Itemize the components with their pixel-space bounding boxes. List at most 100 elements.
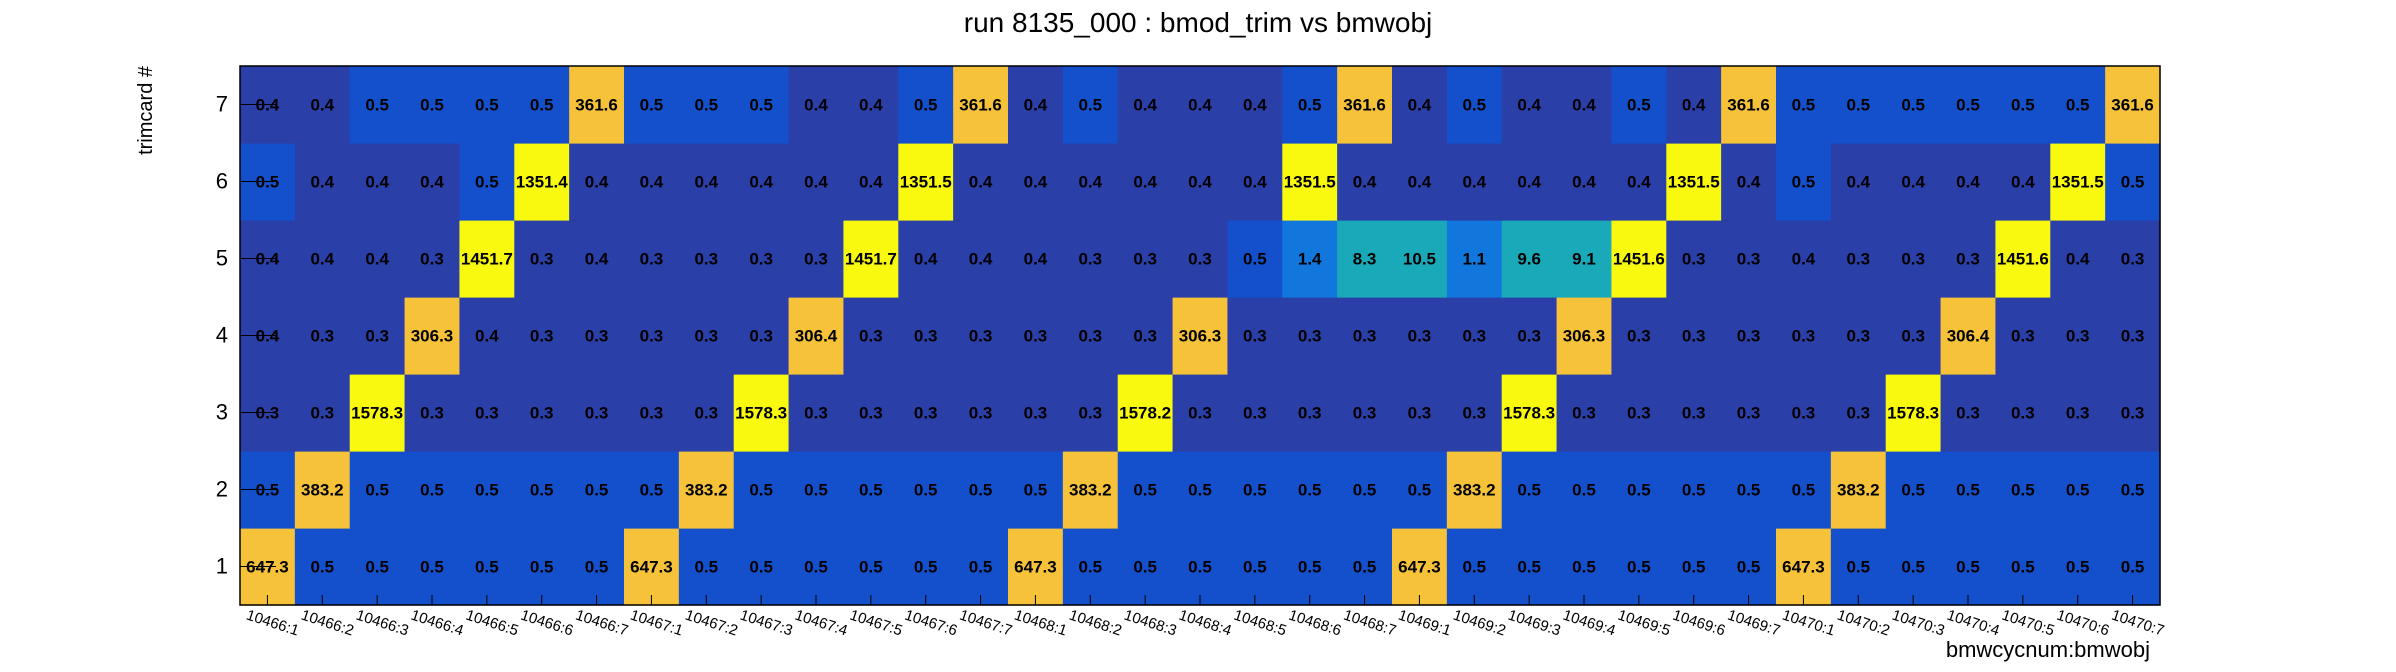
cell-value-label: 0.5 — [1024, 481, 1048, 500]
cell-value-label: 0.3 — [585, 327, 609, 346]
cell-value-label: 0.5 — [1682, 481, 1706, 500]
heatmap-cell — [1721, 220, 1777, 298]
cell-value-label: 0.5 — [749, 558, 773, 577]
cell-value-label: 0.4 — [365, 173, 389, 192]
heatmap-cell — [1721, 143, 1777, 221]
cell-value-label: 0.4 — [1956, 173, 1980, 192]
heatmap-cell — [1666, 143, 1722, 221]
heatmap-cell — [1501, 220, 1558, 298]
cell-value-label: 0.5 — [1188, 558, 1212, 577]
heatmap-cell — [1721, 374, 1777, 452]
heatmap-cell — [1885, 374, 1942, 452]
heatmap-cell — [1008, 66, 1064, 144]
heatmap-cell — [1062, 451, 1119, 529]
heatmap-cell — [788, 66, 845, 144]
cell-value-label: 0.5 — [530, 481, 554, 500]
cell-value-label: 0.5 — [2066, 96, 2090, 115]
heatmap-cell — [1556, 66, 1613, 144]
heatmap-cell — [1776, 143, 1832, 221]
heatmap-cell — [2105, 451, 2161, 529]
heatmap-cell — [459, 374, 515, 452]
heatmap-cell — [843, 66, 899, 144]
heatmap-cell — [733, 220, 790, 298]
heatmap-cell — [1885, 451, 1942, 529]
heatmap-cell — [624, 297, 680, 375]
cell-value-label: 0.4 — [310, 250, 334, 269]
heatmap-cell — [1282, 528, 1338, 606]
cell-value-label: 0.3 — [1682, 327, 1706, 346]
cell-value-label: 1451.6 — [1997, 250, 2049, 269]
heatmap-cell — [459, 297, 515, 375]
heatmap-cell — [2105, 374, 2161, 452]
cell-value-label: 0.5 — [914, 96, 938, 115]
heatmap-cell — [1337, 143, 1393, 221]
cell-value-label: 0.3 — [2011, 404, 2035, 423]
heatmap-cell — [1611, 220, 1667, 298]
heatmap-cell — [569, 374, 625, 452]
x-tick-label: 10470:5 — [2000, 607, 2057, 640]
heatmap-cell — [624, 528, 680, 606]
heatmap-cell — [1117, 66, 1174, 144]
cell-value-label: 0.3 — [2121, 327, 2145, 346]
heatmap-cell — [294, 528, 351, 606]
heatmap-cell — [514, 66, 570, 144]
heatmap-cell — [1830, 528, 1887, 606]
cell-value-label: 306.3 — [411, 327, 454, 346]
cell-value-label: 0.5 — [1572, 558, 1596, 577]
heatmap-cell — [349, 143, 406, 221]
heatmap-cell — [1172, 374, 1229, 452]
cell-value-label: 0.3 — [420, 404, 444, 423]
heatmap-cell — [898, 66, 954, 144]
cell-value-label: 0.5 — [1627, 96, 1651, 115]
heatmap-cell — [1227, 220, 1283, 298]
heatmap-cell — [1666, 451, 1722, 529]
cell-value-label: 1451.6 — [1613, 250, 1665, 269]
heatmap-cell — [1008, 374, 1064, 452]
cell-value-label: 0.4 — [1572, 96, 1596, 115]
heatmap-cell — [843, 297, 899, 375]
heatmap-cell-labels: 647.3 0.5 0.5 0.5 0.5 0.5 0.5 647.3 0.5 0.5 0.5 0.5… — [246, 96, 2154, 577]
heatmap-cell — [1172, 451, 1229, 529]
heatmap-cell — [1995, 220, 2051, 298]
cell-value-label: 0.5 — [1298, 558, 1322, 577]
cell-value-label: 1351.4 — [516, 173, 569, 192]
cell-value-label: 1578.3 — [1503, 404, 1555, 423]
heatmap-cell — [1556, 297, 1613, 375]
cell-value-label: 0.3 — [1627, 404, 1651, 423]
cell-value-label: 0.4 — [310, 96, 334, 115]
y-axis-label: trimcard # — [135, 65, 157, 155]
cell-value-label: 0.3 — [1408, 327, 1432, 346]
heatmap-cell — [294, 220, 351, 298]
heatmap-cell — [1337, 297, 1393, 375]
heatmap-cell — [1062, 528, 1119, 606]
cell-value-label: 0.5 — [1298, 481, 1322, 500]
heatmap-cell — [1227, 297, 1283, 375]
heatmap-cell — [678, 528, 735, 606]
cell-value-label: 0.5 — [749, 96, 773, 115]
heatmap-cell — [1337, 451, 1393, 529]
cell-value-label: 0.5 — [2011, 481, 2035, 500]
cell-value-label: 0.5 — [1956, 96, 1980, 115]
cell-value-label: 647.3 — [630, 558, 673, 577]
heatmap-cell — [1446, 297, 1503, 375]
heatmap-cell — [1556, 143, 1613, 221]
x-tick-label: 10469:1 — [1396, 607, 1453, 640]
heatmap-cell — [1446, 220, 1503, 298]
cell-value-label: 0.5 — [1517, 481, 1541, 500]
cell-value-label: 0.3 — [1078, 250, 1102, 269]
cell-value-label: 0.5 — [1078, 558, 1102, 577]
heatmap-cell — [2105, 143, 2161, 221]
cell-value-label: 0.5 — [1956, 558, 1980, 577]
cell-value-label: 0.5 — [1133, 481, 1157, 500]
cell-value-label: 0.3 — [1078, 327, 1102, 346]
heatmap-cell — [898, 297, 954, 375]
cell-value-label: 0.5 — [420, 558, 444, 577]
cell-value-label: 0.3 — [914, 327, 938, 346]
heatmap-cell — [1995, 451, 2051, 529]
heatmap-cell — [294, 374, 351, 452]
cell-value-label: 0.5 — [1792, 481, 1816, 500]
cell-value-label: 0.5 — [804, 558, 828, 577]
cell-value-label: 0.4 — [475, 327, 499, 346]
heatmap-cell — [1611, 374, 1667, 452]
